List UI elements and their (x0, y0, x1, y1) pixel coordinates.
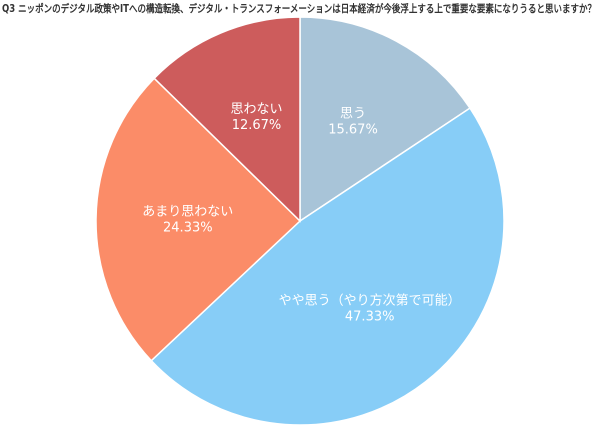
slice-value: 24.33% (163, 220, 213, 235)
pie-slice (299, 16, 471, 223)
slice-label: 思わない (231, 102, 283, 117)
slice-value: 15.67% (328, 123, 378, 138)
pie-slice (153, 16, 301, 223)
chart-title: Q3 ニッポンのデジタル政策やITへの構造転換、デジタル・トランスフォーメーショ… (2, 2, 596, 15)
pie-slice (150, 107, 505, 426)
slice-label: やや思う（やり方次第で可能） (279, 292, 461, 308)
slice-value: 47.33% (345, 309, 395, 324)
slice-value: 12.67% (232, 118, 282, 133)
slice-label: あまり思わない (142, 204, 233, 219)
pie-slice (95, 77, 302, 362)
slice-label: 思う (340, 107, 366, 122)
